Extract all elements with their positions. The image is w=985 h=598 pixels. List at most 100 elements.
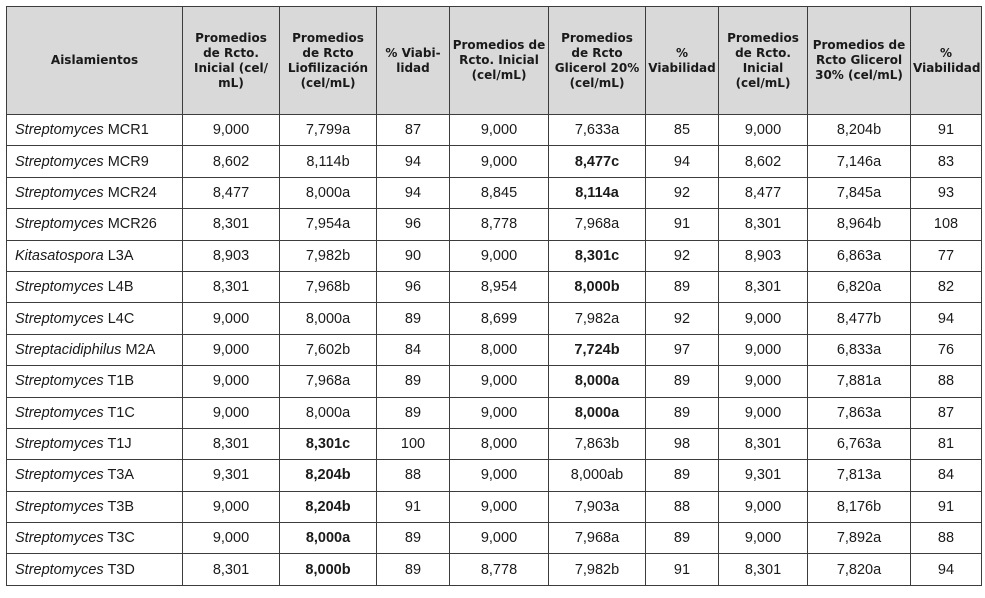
table-cell: 9,000 bbox=[182, 333, 280, 367]
table-cell: 96 bbox=[376, 270, 450, 304]
table-cell: 8,000ab bbox=[548, 459, 646, 492]
table-cell: 8,778 bbox=[449, 553, 549, 586]
results-table-container: Aislamientos Promedios de Rcto. Inicial … bbox=[6, 6, 982, 586]
header-lyophilization: Promedios de Rcto Liofilización (cel/mL) bbox=[279, 6, 377, 115]
isolate-name: Streptomyces MCR24 bbox=[6, 176, 183, 210]
table-row: Kitasatospora L3A 8,903 7,982b 90 9,000 8,301… bbox=[6, 239, 982, 272]
table-cell: 8,000a bbox=[548, 396, 646, 429]
header-isolates: Aislamientos bbox=[6, 6, 183, 115]
table-cell: 83 bbox=[910, 145, 982, 178]
table-cell: 8,699 bbox=[449, 302, 549, 335]
table-cell: 76 bbox=[910, 333, 982, 367]
table-cell: 9,000 bbox=[449, 365, 549, 398]
table-cell: 9,000 bbox=[182, 396, 280, 429]
isolate-name: Streptomyces L4B bbox=[6, 270, 183, 304]
table-cell: 7,881a bbox=[807, 365, 911, 398]
isolate-genus: Streptomyces bbox=[15, 498, 104, 515]
table-cell: 8,000b bbox=[548, 270, 646, 304]
isolate-genus: Streptomyces bbox=[15, 216, 104, 233]
table-cell: 89 bbox=[376, 365, 450, 398]
table-cell: 7,982b bbox=[279, 239, 377, 272]
isolate-strain: T3B bbox=[107, 498, 135, 515]
table-row: Streptomyces T3D 8,301 8,000b 89 8,778 7,982b… bbox=[6, 553, 982, 586]
table-cell: 8,301 bbox=[182, 427, 280, 461]
table-cell: 8,301 bbox=[718, 270, 808, 304]
table-cell: 8,204b bbox=[279, 459, 377, 492]
table-cell: 9,000 bbox=[718, 302, 808, 335]
table-row: Streptomyces T1J 8,301 8,301c 100 8,000 7,863… bbox=[6, 427, 982, 461]
header-glycerol-30: Promedios de Rcto Glicerol 30% (cel/mL) bbox=[807, 6, 911, 115]
table-row: Streptomyces T1C 9,000 8,000a 89 9,000 8,000a… bbox=[6, 396, 982, 429]
table-cell: 8,301 bbox=[182, 553, 280, 586]
header-row: Aislamientos Promedios de Rcto. Inicial … bbox=[6, 6, 982, 115]
isolate-strain: MCR9 bbox=[107, 153, 149, 170]
table-cell: 91 bbox=[645, 553, 719, 586]
table-cell: 7,724b bbox=[548, 333, 646, 367]
table-cell: 82 bbox=[910, 270, 982, 304]
table-cell: 7,968a bbox=[548, 208, 646, 241]
table-cell: 9,000 bbox=[718, 522, 808, 555]
header-initial-2: Promedios de Rcto. Inicial (cel/mL) bbox=[449, 6, 549, 115]
table-cell: 9,000 bbox=[182, 490, 280, 524]
table-cell: 9,000 bbox=[718, 365, 808, 398]
table-cell: 87 bbox=[376, 113, 450, 147]
table-cell: 9,000 bbox=[449, 239, 549, 272]
table-cell: 91 bbox=[376, 490, 450, 524]
table-cell: 84 bbox=[910, 459, 982, 492]
table-cell: 8,000a bbox=[279, 302, 377, 335]
table-cell: 7,968a bbox=[548, 522, 646, 555]
isolate-genus: Streptomyces bbox=[15, 153, 104, 170]
table-cell: 8,477c bbox=[548, 145, 646, 178]
table-cell: 8,903 bbox=[718, 239, 808, 272]
table-cell: 6,863a bbox=[807, 239, 911, 272]
table-cell: 8,000a bbox=[279, 176, 377, 210]
table-cell: 8,477 bbox=[182, 176, 280, 210]
isolate-genus: Streptacidiphilus bbox=[15, 341, 122, 358]
table-body: Streptomyces MCR1 9,000 7,799a 87 9,000 7,633… bbox=[6, 113, 982, 586]
table-row: Streptomyces T1B 9,000 7,968a 89 9,000 8,000a… bbox=[6, 365, 982, 398]
table-cell: 9,000 bbox=[718, 113, 808, 147]
table-cell: 7,863b bbox=[548, 427, 646, 461]
isolate-strain: T3D bbox=[107, 561, 135, 578]
table-cell: 94 bbox=[376, 145, 450, 178]
table-row: Streptomyces T3B 9,000 8,204b 91 9,000 7,903a… bbox=[6, 490, 982, 524]
isolate-genus: Streptomyces bbox=[15, 122, 104, 139]
table-cell: 8,000 bbox=[449, 427, 549, 461]
table-cell: 89 bbox=[645, 396, 719, 429]
header-initial-1: Promedios de Rcto. Inicial (cel/ mL) bbox=[182, 6, 280, 115]
table-cell: 8,176b bbox=[807, 490, 911, 524]
table-cell: 8,301c bbox=[548, 239, 646, 272]
isolate-name: Streptomyces T1B bbox=[6, 365, 183, 398]
table-cell: 8,114b bbox=[279, 145, 377, 178]
table-cell: 89 bbox=[376, 396, 450, 429]
isolate-genus: Streptomyces bbox=[15, 184, 104, 201]
table-cell: 90 bbox=[376, 239, 450, 272]
isolate-name: Streptomyces T3B bbox=[6, 490, 183, 524]
table-cell: 8,000a bbox=[279, 396, 377, 429]
table-cell: 8,301 bbox=[718, 427, 808, 461]
table-cell: 9,000 bbox=[718, 490, 808, 524]
table-cell: 77 bbox=[910, 239, 982, 272]
isolate-genus: Streptomyces bbox=[15, 530, 104, 547]
table-cell: 7,799a bbox=[279, 113, 377, 147]
isolate-strain: MCR1 bbox=[107, 122, 149, 139]
table-cell: 84 bbox=[376, 333, 450, 367]
table-cell: 9,301 bbox=[718, 459, 808, 492]
isolate-genus: Streptomyces bbox=[15, 404, 104, 421]
isolate-strain: T1C bbox=[107, 404, 135, 421]
table-cell: 8,903 bbox=[182, 239, 280, 272]
table-cell: 7,633a bbox=[548, 113, 646, 147]
header-glycerol-20: Promedios de Rcto Glicerol 20% (cel/mL) bbox=[548, 6, 646, 115]
table-cell: 8,301 bbox=[718, 553, 808, 586]
table-cell: 7,146a bbox=[807, 145, 911, 178]
table-cell: 91 bbox=[910, 113, 982, 147]
table-cell: 88 bbox=[910, 522, 982, 555]
table-cell: 7,968a bbox=[279, 365, 377, 398]
table-cell: 89 bbox=[376, 302, 450, 335]
table-cell: 8,602 bbox=[182, 145, 280, 178]
table-cell: 94 bbox=[645, 145, 719, 178]
isolate-strain: T3C bbox=[107, 530, 135, 547]
header-viability-2: % Viabilidad bbox=[645, 6, 719, 115]
table-cell: 9,000 bbox=[182, 522, 280, 555]
table-cell: 8,301 bbox=[718, 208, 808, 241]
